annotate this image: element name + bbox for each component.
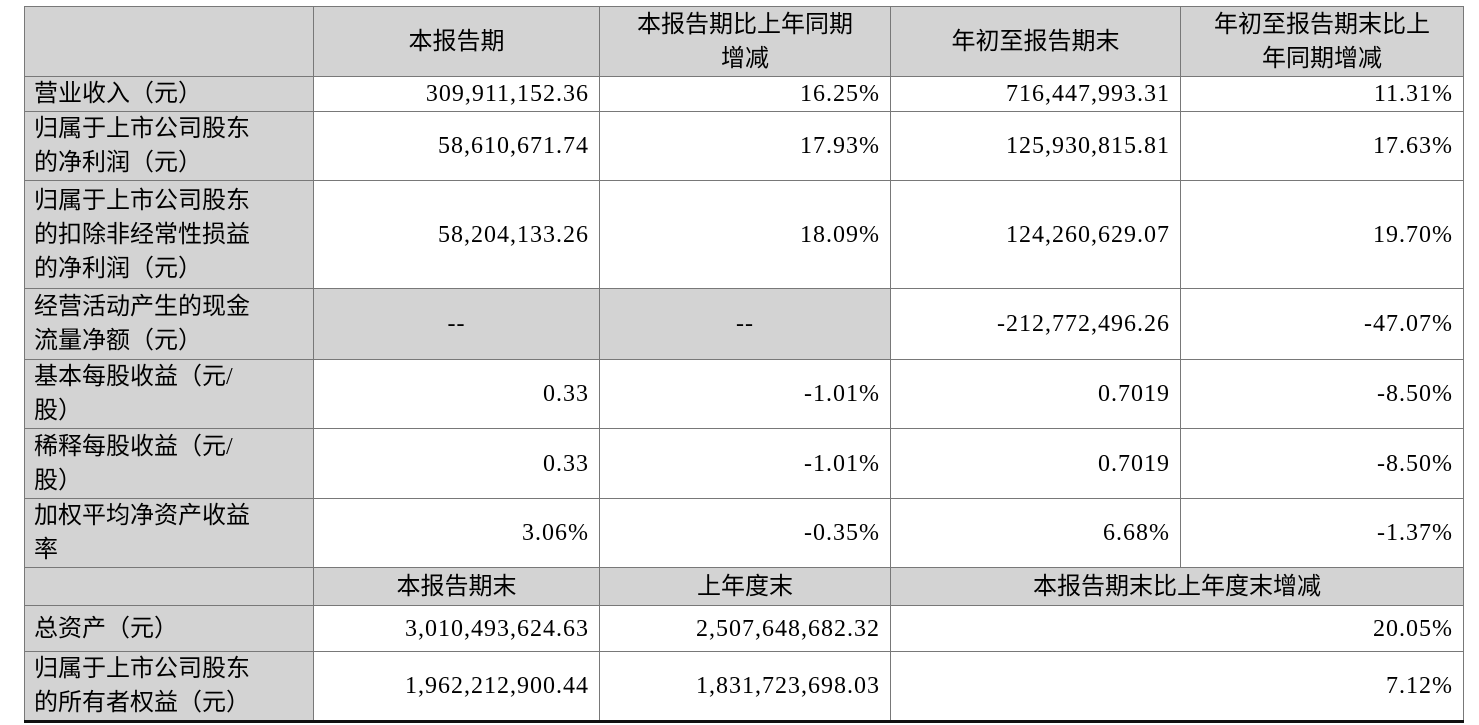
cell-current-yoy: -1.01%	[599, 359, 891, 429]
cell-current-yoy: 17.93%	[599, 111, 891, 181]
cell-prev-year-end: 1,831,723,698.03	[599, 651, 891, 722]
cell-change: 7.12%	[890, 651, 1464, 722]
col-header-ytd-yoy: 年初至报告期末比上 年同期增减	[1180, 6, 1464, 77]
cell-current: 3.06%	[313, 498, 600, 568]
col-header-ytd: 年初至报告期末	[890, 6, 1181, 77]
cell-current-yoy: -1.01%	[599, 428, 891, 499]
table-row-diluted-eps: 稀释每股收益（元/ 股） 0.33 -1.01% 0.7019 -8.50%	[24, 428, 1464, 499]
table-row-weighted-avg-roe: 加权平均净资产收益 率 3.06% -0.35% 6.68% -1.37%	[24, 498, 1464, 568]
cell-ytd-yoy: -47.07%	[1180, 288, 1464, 360]
cell-period-end: 3,010,493,624.63	[313, 605, 600, 652]
financial-summary-table: 本报告期 本报告期比上年同期 增减 年初至报告期末 年初至报告期末比上 年同期增…	[24, 6, 1464, 723]
cell-ytd: 125,930,815.81	[890, 111, 1181, 181]
cell-current-yoy: 18.09%	[599, 180, 891, 289]
row-label: 归属于上市公司股东 的净利润（元）	[24, 111, 314, 181]
col-header-prev-year-end: 上年度末	[599, 567, 891, 606]
table-row-basic-eps: 基本每股收益（元/ 股） 0.33 -1.01% 0.7019 -8.50%	[24, 359, 1464, 429]
cell-current: 58,610,671.74	[313, 111, 600, 181]
cell-ytd-yoy: -8.50%	[1180, 359, 1464, 429]
row-label: 营业收入（元）	[24, 76, 314, 112]
cell-current-yoy: 16.25%	[599, 76, 891, 112]
row-label: 基本每股收益（元/ 股）	[24, 359, 314, 429]
col-header-period-end: 本报告期末	[313, 567, 600, 606]
cell-current-yoy: -0.35%	[599, 498, 891, 568]
row-label: 总资产（元）	[24, 605, 314, 652]
cell-ytd-yoy: 17.63%	[1180, 111, 1464, 181]
table-row-net-profit: 归属于上市公司股东 的净利润（元） 58,610,671.74 17.93% 1…	[24, 111, 1464, 181]
table-row-total-assets: 总资产（元） 3,010,493,624.63 2,507,648,682.32…	[24, 605, 1464, 652]
cell-ytd-yoy: -1.37%	[1180, 498, 1464, 568]
cell-ytd: 716,447,993.31	[890, 76, 1181, 112]
cell-ytd-yoy: -8.50%	[1180, 428, 1464, 499]
cell-current-yoy-dash: --	[599, 288, 891, 360]
table-row-equity: 归属于上市公司股东 的所有者权益（元） 1,962,212,900.44 1,8…	[24, 651, 1464, 722]
cell-ytd: -212,772,496.26	[890, 288, 1181, 360]
cell-ytd: 0.7019	[890, 359, 1181, 429]
row-label: 归属于上市公司股东 的扣除非经常性损益 的净利润（元）	[24, 180, 314, 289]
table-row-net-profit-excl-nonrecurring: 归属于上市公司股东 的扣除非经常性损益 的净利润（元） 58,204,133.2…	[24, 180, 1464, 289]
cell-period-end: 1,962,212,900.44	[313, 651, 600, 722]
cell-ytd: 0.7019	[890, 428, 1181, 499]
cell-current: 58,204,133.26	[313, 180, 600, 289]
cell-current: 309,911,152.36	[313, 76, 600, 112]
cell-change: 20.05%	[890, 605, 1464, 652]
corner-cell	[24, 6, 314, 77]
cell-current: 0.33	[313, 359, 600, 429]
cell-prev-year-end: 2,507,648,682.32	[599, 605, 891, 652]
cell-ytd-yoy: 11.31%	[1180, 76, 1464, 112]
section2-header-row: 本报告期末 上年度末 本报告期末比上年度末增减	[24, 567, 1464, 606]
col-header-current-period-yoy: 本报告期比上年同期 增减	[599, 6, 891, 77]
header-row: 本报告期 本报告期比上年同期 增减 年初至报告期末 年初至报告期末比上 年同期增…	[24, 6, 1464, 77]
col-header-current-period: 本报告期	[313, 6, 600, 77]
table-row-operating-cash-flow: 经营活动产生的现金 流量净额（元） -- -- -212,772,496.26 …	[24, 288, 1464, 360]
cell-current-dash: --	[313, 288, 600, 360]
col-header-period-end-change: 本报告期末比上年度末增减	[890, 567, 1464, 606]
table-row-revenue: 营业收入（元） 309,911,152.36 16.25% 716,447,99…	[24, 76, 1464, 112]
cell-ytd-yoy: 19.70%	[1180, 180, 1464, 289]
row-label: 经营活动产生的现金 流量净额（元）	[24, 288, 314, 360]
corner-cell	[24, 567, 314, 606]
row-label: 稀释每股收益（元/ 股）	[24, 428, 314, 499]
cell-current: 0.33	[313, 428, 600, 499]
row-label: 归属于上市公司股东 的所有者权益（元）	[24, 651, 314, 722]
cell-ytd: 6.68%	[890, 498, 1181, 568]
cell-ytd: 124,260,629.07	[890, 180, 1181, 289]
row-label: 加权平均净资产收益 率	[24, 498, 314, 568]
